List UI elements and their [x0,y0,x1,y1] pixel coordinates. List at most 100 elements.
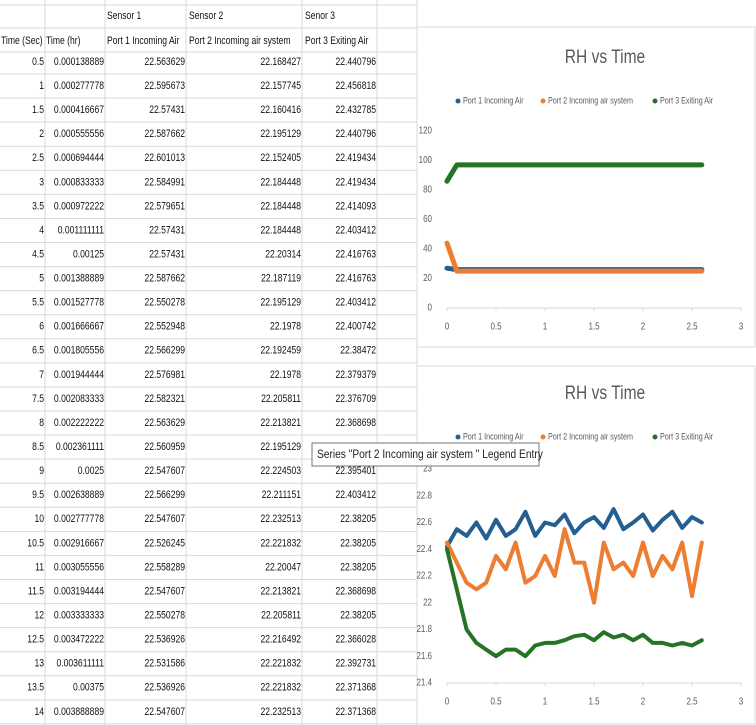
cell: 22.187119 [261,273,301,285]
cell: 0.001111111 [58,224,104,236]
legend-label[interactable]: Port 3 Exiting Air [660,96,713,106]
cell: 22.221832 [260,658,301,670]
cell: 22.536926 [144,682,185,694]
y-tick-label: 40 [423,243,432,254]
legend-label[interactable]: Port 3 Exiting Air [660,432,713,442]
cell: 10.5 [27,537,44,549]
cell: 1.5 [32,104,44,116]
cell: 2 [39,128,44,140]
x-tick-label: 2.5 [686,321,697,332]
x-tick-label: 1.5 [588,321,599,332]
cell: 22.403412 [335,489,376,501]
cell: 22.403412 [335,224,376,236]
cell: 22.531586 [144,658,185,670]
cell: 22.371368 [335,706,376,718]
cell: 0.003194444 [54,586,105,598]
cell: 22.456818 [335,80,376,92]
cell: 22.416763 [335,273,376,285]
cell: 0.000138889 [54,56,105,68]
cell: 22.566299 [144,489,185,501]
cell: 22.584991 [144,176,185,188]
cell: 0.00375 [73,682,104,694]
cell: 22.1978 [270,321,301,333]
sensor-label: Sensor 1 [107,10,141,22]
x-tick-label: 1.5 [588,696,599,707]
cell: 22.152405 [260,152,301,164]
cell: 22.213821 [260,586,301,598]
cell: 0.003888889 [54,706,105,718]
cell: 12.5 [27,634,44,646]
x-tick-label: 0 [445,321,449,332]
cell: 22.576981 [144,369,185,381]
y-tick-label: 21.6 [416,650,432,661]
cell: 0.5 [32,56,44,68]
cell: 22.366028 [335,634,376,646]
cell: 22.195129 [260,128,301,140]
legend-marker [652,434,658,440]
cell: 22.587662 [144,128,185,140]
cell: 22.205811 [261,610,301,622]
cell: 22.368698 [335,586,376,598]
cell: 0.000416667 [54,104,104,116]
cell: 22.550278 [144,297,185,309]
cell: 0.000833333 [54,176,105,188]
legend-marker [540,434,546,440]
y-tick-label: 22.8 [416,490,432,501]
tooltip-box [311,442,540,467]
cell: 0.002222222 [54,417,104,429]
cell: 10 [34,513,44,525]
cell: 22.368698 [335,417,376,429]
cell: 22.432785 [335,104,376,116]
y-tick-label: 21.4 [416,677,432,688]
cell: 4 [39,224,44,236]
cell: 22.560959 [144,441,185,453]
y-tick-label: 120 [419,125,432,136]
legend-label[interactable]: Port 1 Incoming Air [463,432,524,442]
sensor-label: Senor 3 [305,10,335,22]
legend-label[interactable]: Port 2 Incoming air system [548,432,633,442]
cell: 0.003611111 [56,658,104,670]
cell: 0.00125 [73,249,104,261]
series-line [445,507,704,549]
cell: 22.38205 [340,561,376,573]
cell: 22.563629 [144,417,185,429]
cell: 11 [35,561,44,573]
x-tick-label: 3 [739,696,743,707]
cell: 22.587662 [144,273,185,285]
cell: 22.38205 [340,513,376,525]
cell: 22.213821 [260,417,301,429]
y-tick-label: 23 [423,463,432,474]
cell: 22.536926 [144,634,185,646]
cell: 0.000555556 [54,128,105,140]
cell: 22.160416 [260,104,301,116]
cell: 0.003472222 [54,634,104,646]
legend-label[interactable]: Port 1 Incoming Air [463,96,524,106]
cell: 22.184448 [260,200,301,212]
cell: 0.002083333 [54,393,105,405]
cell: 22.38205 [340,610,376,622]
legend-label[interactable]: Port 2 Incoming air system [548,96,633,106]
cell: 22.414093 [335,200,376,212]
cell: 22.371368 [335,682,376,694]
series-line [444,240,705,274]
cell: 0.001527778 [54,297,105,309]
cell: 0.000277778 [54,80,105,92]
series-line [445,547,704,659]
series-line [444,162,705,184]
cell: 22.400742 [335,321,376,333]
y-tick-label: 22 [423,597,432,608]
cell: 7 [39,369,44,381]
cell: 0.001666667 [54,321,104,333]
tooltip-text: Series "Port 2 Incoming air system " Leg… [317,448,543,461]
cell: 22.547607 [144,706,185,718]
cell: 22.20047 [265,561,301,573]
cell: 22.57431 [149,249,185,261]
cell: 22.440796 [335,128,376,140]
cell: 13.5 [27,682,44,694]
x-tick-label: 2 [641,696,645,707]
y-tick-label: 0 [428,302,432,313]
sensor-label: Sensor 2 [189,10,223,22]
x-tick-label: 3 [739,321,743,332]
cell: 0.003055556 [54,561,105,573]
